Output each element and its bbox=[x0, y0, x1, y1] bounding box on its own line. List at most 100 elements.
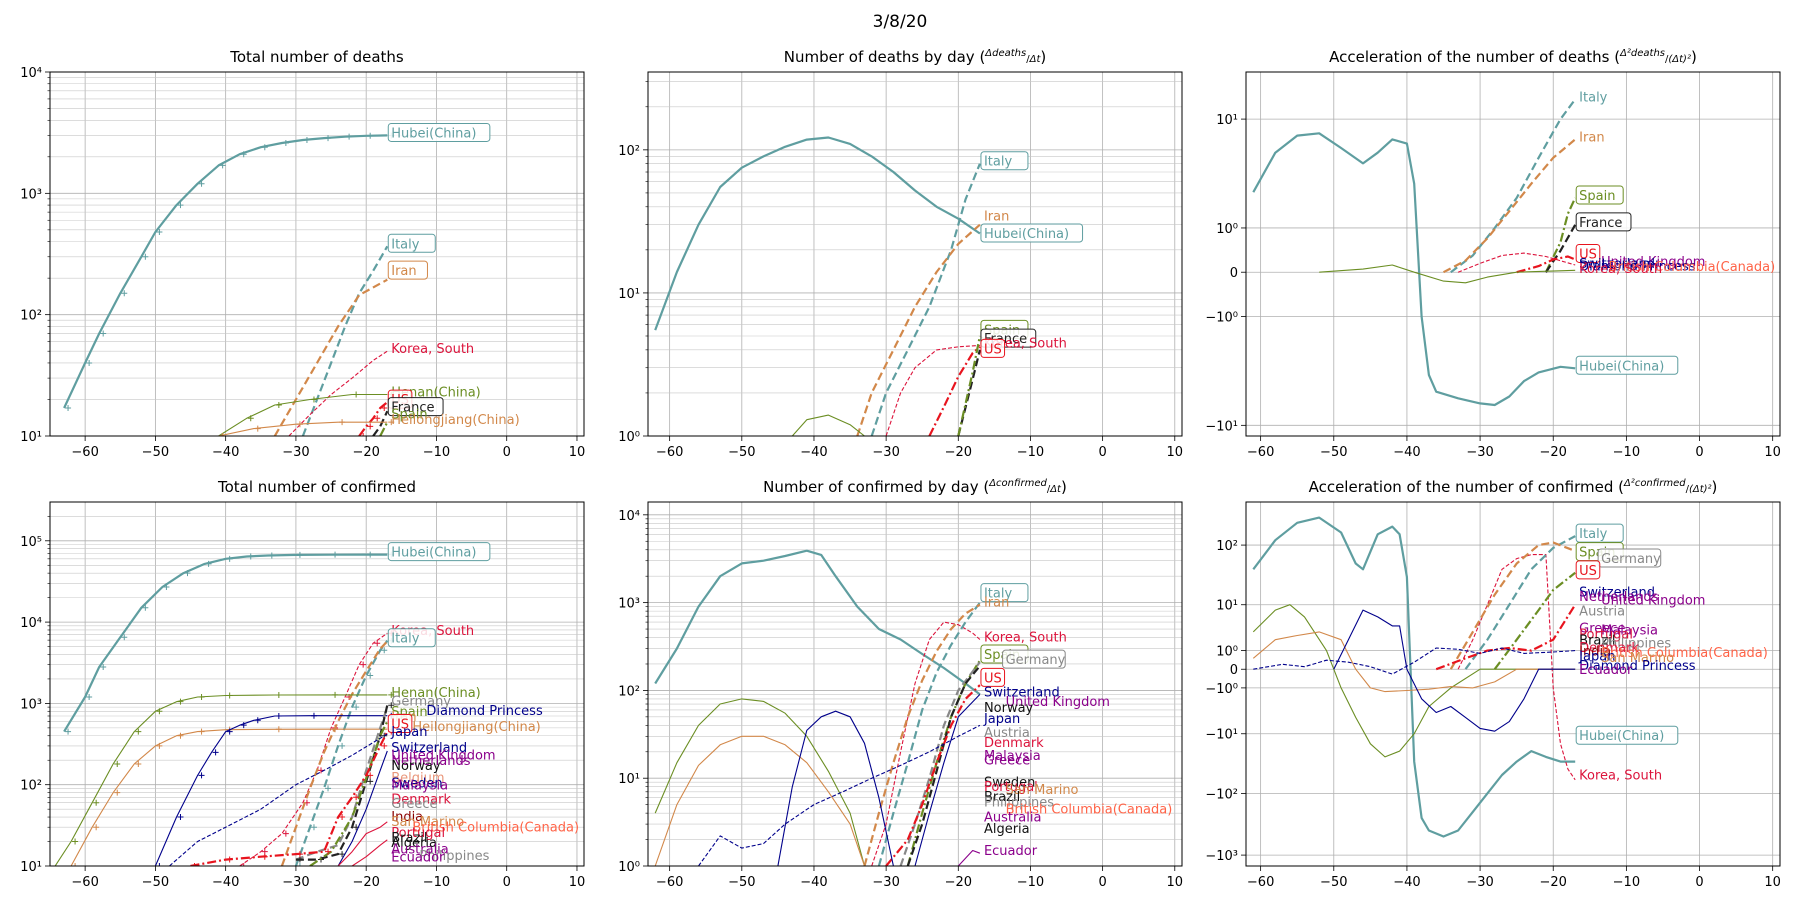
data-point-marker bbox=[381, 405, 388, 412]
y-tick-label: 10⁰ bbox=[618, 430, 640, 445]
data-point-marker bbox=[367, 778, 374, 785]
data-point-marker bbox=[339, 742, 346, 749]
series-line bbox=[654, 698, 866, 866]
data-point-marker bbox=[367, 772, 374, 779]
y-tick-label: 10² bbox=[618, 144, 640, 159]
data-point-marker bbox=[310, 824, 317, 831]
data-point-marker bbox=[339, 814, 346, 821]
series-label: Norway bbox=[391, 759, 441, 774]
series-label: Brazil bbox=[984, 790, 1020, 805]
x-tick-label: −40 bbox=[1393, 445, 1420, 460]
series-label: Sweden bbox=[984, 775, 1035, 790]
series-label: Diamond Princess bbox=[1579, 659, 1696, 674]
data-point-marker bbox=[163, 584, 170, 591]
series-label: British Columbia(Canada) bbox=[1601, 646, 1768, 661]
series-line bbox=[1457, 252, 1576, 273]
series-line bbox=[1252, 631, 1576, 693]
x-tick-label: −20 bbox=[945, 445, 972, 460]
series-label: Ecuador bbox=[391, 851, 445, 866]
data-point-marker bbox=[219, 433, 226, 436]
series-label-box bbox=[1575, 355, 1679, 375]
series-line bbox=[372, 410, 389, 436]
data-point-marker bbox=[374, 640, 381, 647]
series-label: San Marino bbox=[391, 815, 464, 830]
series-line bbox=[70, 728, 388, 866]
series-label: Ecuador bbox=[1579, 663, 1633, 678]
series-label: British Columbia(Canada) bbox=[1006, 802, 1173, 817]
data-point-marker bbox=[114, 789, 121, 796]
data-point-marker bbox=[177, 698, 184, 705]
series-line bbox=[1319, 264, 1576, 284]
series-line bbox=[863, 603, 981, 866]
data-point-marker bbox=[296, 551, 303, 558]
series-label: Australia bbox=[391, 843, 449, 858]
series-label: Italy bbox=[391, 237, 420, 252]
data-point-marker bbox=[156, 742, 163, 749]
x-tick-label: 10 bbox=[1764, 875, 1781, 890]
series-line bbox=[280, 640, 389, 866]
series-label-box bbox=[1575, 185, 1624, 205]
series-label: Italy bbox=[391, 632, 420, 647]
series-label: Philippines bbox=[984, 796, 1054, 811]
series-line bbox=[63, 553, 388, 733]
series-line bbox=[928, 345, 981, 436]
data-point-marker bbox=[135, 728, 142, 735]
data-point-marker bbox=[310, 712, 317, 719]
series-label-box bbox=[387, 542, 491, 562]
x-tick-label: −40 bbox=[212, 445, 239, 460]
y-tick-label: −10² bbox=[1205, 787, 1238, 802]
data-point-marker bbox=[240, 151, 247, 158]
x-tick-label: 10 bbox=[569, 875, 586, 890]
data-point-marker bbox=[247, 415, 254, 422]
y-tick-label: 10² bbox=[20, 779, 42, 794]
chart-panel-5: Number of confirmed by day (Δconfirmed/Δ… bbox=[618, 478, 1183, 890]
series-label-box bbox=[980, 583, 1029, 603]
series-line bbox=[1516, 255, 1576, 274]
data-point-marker bbox=[156, 229, 163, 236]
series-label: Italy bbox=[984, 587, 1013, 602]
series-line bbox=[63, 134, 388, 409]
series-label: Hubei(China) bbox=[391, 126, 476, 141]
series-label: Korea, South bbox=[1579, 262, 1662, 277]
series-line bbox=[1493, 571, 1576, 670]
series-label-box bbox=[980, 667, 1006, 687]
series-label: Diamond Princess bbox=[426, 704, 543, 719]
series-line bbox=[654, 136, 981, 331]
chart-panel-6: Acceleration of the number of confirmed … bbox=[1205, 478, 1781, 890]
series-label: Norway bbox=[984, 701, 1034, 716]
series-label: Algeria bbox=[984, 822, 1030, 837]
data-point-marker bbox=[198, 180, 205, 187]
series-group bbox=[1252, 516, 1577, 838]
data-point-marker bbox=[93, 799, 100, 806]
chart-panel-2: Number of deaths by day (Δdeaths/Δt) −60 −… bbox=[618, 48, 1183, 460]
series-label: United Kingdom bbox=[1006, 695, 1110, 710]
series-label: Greece bbox=[984, 754, 1030, 769]
axes-frame bbox=[49, 71, 585, 437]
series-label: United Kingdom bbox=[1601, 593, 1705, 608]
data-point-marker bbox=[121, 290, 128, 297]
series-line bbox=[358, 401, 388, 436]
y-tick-label: 10³ bbox=[618, 597, 640, 612]
x-tick-label: −60 bbox=[1247, 875, 1274, 890]
data-point-marker bbox=[367, 423, 374, 430]
data-point-marker bbox=[254, 425, 261, 432]
series-label: Ecuador bbox=[984, 844, 1038, 859]
data-point-marker bbox=[240, 722, 247, 729]
series-line bbox=[273, 278, 388, 436]
series-label: Austria bbox=[1579, 604, 1625, 619]
x-tick-label: 10 bbox=[1764, 445, 1781, 460]
x-tick-label: −50 bbox=[142, 445, 169, 460]
data-point-marker bbox=[65, 405, 72, 412]
x-tick-label: 0 bbox=[503, 875, 511, 890]
data-point-marker bbox=[296, 851, 303, 858]
series-label: France bbox=[391, 401, 434, 416]
series-label: Heilongjiang(China) bbox=[412, 720, 540, 735]
series-label: Malaysia bbox=[391, 778, 448, 793]
series-label: Switzerland bbox=[1579, 586, 1655, 601]
series-label: Brazil bbox=[391, 831, 427, 846]
data-point-marker bbox=[51, 871, 57, 877]
series-label: Netherlands bbox=[1579, 590, 1658, 605]
series-label: France bbox=[1579, 216, 1622, 231]
series-label: Germany bbox=[1601, 552, 1661, 567]
data-point-marker bbox=[212, 749, 219, 756]
